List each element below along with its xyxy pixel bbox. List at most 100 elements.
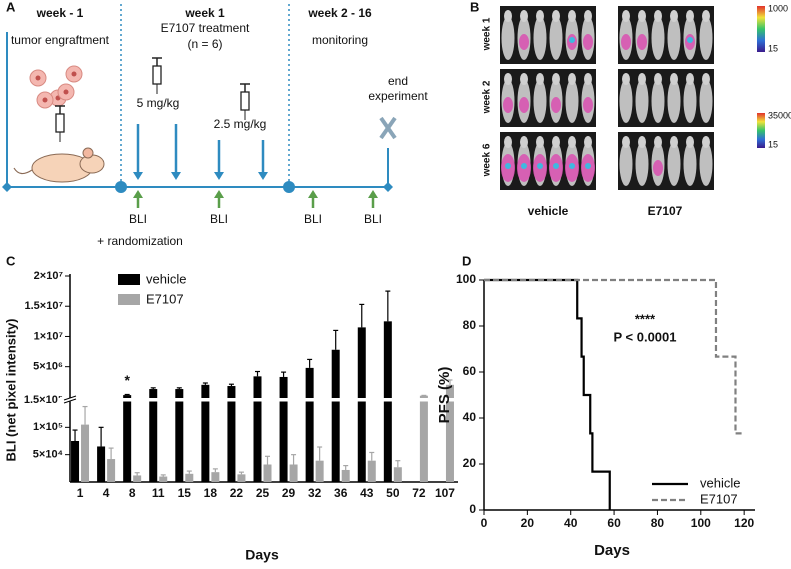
bar bbox=[201, 384, 210, 482]
mouse-head-image bbox=[622, 136, 630, 148]
y-axis-label: BLI (net pixel intensity) bbox=[3, 318, 18, 461]
dose-label: 5 mg/kg bbox=[137, 96, 180, 110]
image-background bbox=[618, 6, 714, 64]
y-tick-label: 1×10⁷ bbox=[34, 330, 64, 342]
bli-label: BLI bbox=[210, 212, 228, 226]
mouse-silhouette bbox=[619, 142, 633, 186]
bar bbox=[279, 376, 288, 482]
panel-letter: D bbox=[462, 253, 471, 268]
image-background bbox=[500, 132, 596, 190]
tumor-nucleus bbox=[42, 97, 48, 103]
bar bbox=[341, 469, 350, 482]
mouse-head-image bbox=[670, 136, 678, 148]
mouse-silhouette bbox=[635, 142, 649, 186]
y-tick-label: 100 bbox=[456, 272, 476, 286]
y-tick-label: 20 bbox=[463, 456, 477, 470]
arrow-head bbox=[368, 190, 378, 198]
arrow-head bbox=[133, 172, 143, 180]
bli-hotspot bbox=[521, 163, 527, 169]
mouse-head-image bbox=[686, 136, 694, 148]
bli-signal bbox=[583, 97, 593, 113]
arrow-head bbox=[133, 190, 143, 198]
mouse-head-image bbox=[702, 73, 710, 85]
row-label: week 2 bbox=[482, 80, 493, 114]
mouse-silhouette bbox=[699, 16, 713, 60]
panel-letter: B bbox=[470, 0, 479, 14]
panel-letter: A bbox=[6, 0, 16, 14]
arrow-head bbox=[214, 190, 224, 198]
mouse-ear bbox=[82, 147, 94, 159]
break-mark bbox=[63, 398, 77, 404]
image-background bbox=[500, 6, 596, 64]
end-label: end bbox=[388, 74, 408, 88]
timeline-diamond bbox=[383, 182, 393, 192]
axis-break bbox=[58, 398, 460, 402]
y-tick-label: 1.5×10⁵ bbox=[24, 394, 63, 406]
bli-hotspot bbox=[687, 37, 693, 43]
bli-label: BLI bbox=[364, 212, 382, 226]
tumor-nucleus bbox=[71, 71, 77, 77]
mouse-head-image bbox=[504, 136, 512, 148]
phase-label: tumor engraftment bbox=[11, 33, 110, 47]
x-tick-label: 100 bbox=[691, 516, 711, 530]
mouse-silhouette bbox=[565, 79, 579, 123]
phase-note: (n = 6) bbox=[187, 37, 222, 51]
bar bbox=[175, 389, 184, 482]
bli-note: + randomization bbox=[97, 234, 183, 248]
mouse-head-image bbox=[702, 10, 710, 22]
x-tick-label: 25 bbox=[256, 486, 270, 500]
y-tick-label: 0 bbox=[469, 502, 476, 516]
mouse-silhouette bbox=[533, 79, 547, 123]
image-background bbox=[618, 69, 714, 127]
mouse-silhouette bbox=[651, 79, 665, 123]
bli-label: BLI bbox=[129, 212, 147, 226]
bli-hotspot bbox=[505, 163, 511, 169]
x-axis-label: Days bbox=[245, 547, 279, 563]
x-tick-label: 22 bbox=[230, 486, 244, 500]
column-label: E7107 bbox=[648, 204, 683, 218]
mouse-head-image bbox=[568, 136, 576, 148]
mouse-silhouette bbox=[683, 142, 697, 186]
x-tick-label: 36 bbox=[334, 486, 348, 500]
mouse-silhouette bbox=[549, 16, 563, 60]
column-label: vehicle bbox=[528, 204, 569, 218]
bli-hotspot bbox=[569, 37, 575, 43]
bar bbox=[383, 321, 392, 482]
x-tick-label: 20 bbox=[521, 516, 535, 530]
mouse-silhouette bbox=[501, 16, 515, 60]
mouse-head-image bbox=[520, 136, 528, 148]
x-tick-label: 11 bbox=[152, 486, 165, 500]
phase-week: week 2 - 16 bbox=[307, 6, 372, 20]
legend-label: vehicle bbox=[700, 475, 740, 490]
mouse-head-image bbox=[568, 10, 576, 22]
mouse-head-image bbox=[536, 10, 544, 22]
row-label: week 1 bbox=[482, 17, 493, 51]
bar bbox=[331, 349, 340, 482]
bar bbox=[133, 475, 142, 482]
mouse-head-image bbox=[520, 73, 528, 85]
colorbar-max: 1000 bbox=[768, 3, 788, 13]
x-tick-label: 72 bbox=[412, 486, 426, 500]
syringe-barrel bbox=[152, 65, 162, 85]
bli-signal bbox=[519, 97, 529, 113]
bar bbox=[185, 473, 194, 482]
arrow-head bbox=[308, 190, 318, 198]
bar bbox=[237, 474, 246, 482]
x-tick-label: 4 bbox=[103, 486, 110, 500]
bli-hotspot bbox=[569, 163, 575, 169]
mouse-head-image bbox=[584, 10, 592, 22]
x-tick-label: 1 bbox=[77, 486, 84, 500]
mouse-head-image bbox=[654, 136, 662, 148]
x-tick-label: 15 bbox=[178, 486, 192, 500]
y-tick-label: 1×10⁵ bbox=[33, 421, 63, 433]
survival-curve bbox=[484, 278, 742, 435]
x-tick-label: 80 bbox=[651, 516, 665, 530]
bar bbox=[159, 476, 168, 482]
y-tick-label: 60 bbox=[463, 364, 477, 378]
x-tick-label: 18 bbox=[204, 486, 218, 500]
bar bbox=[253, 376, 262, 482]
mouse-silhouette bbox=[699, 79, 713, 123]
bar bbox=[211, 472, 220, 482]
bar bbox=[81, 424, 90, 482]
